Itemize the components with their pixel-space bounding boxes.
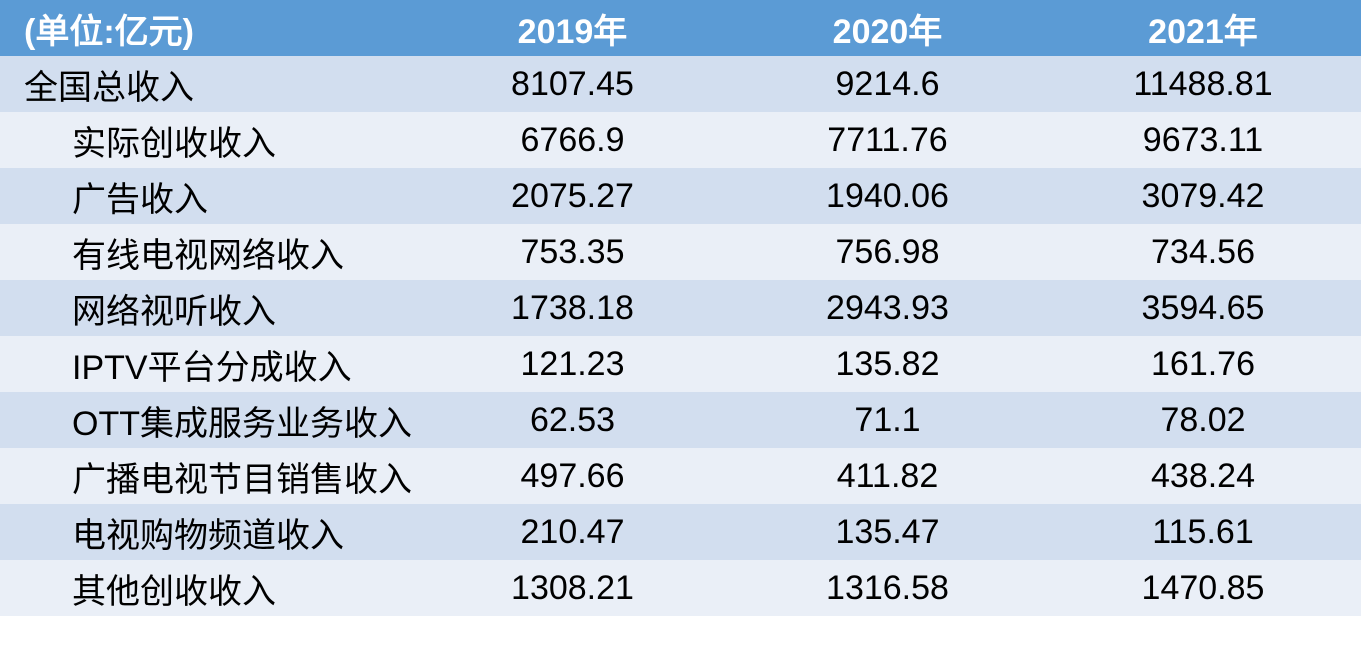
row-value: 71.1 bbox=[730, 392, 1045, 448]
row-value: 1316.58 bbox=[730, 560, 1045, 616]
row-value: 1470.85 bbox=[1045, 560, 1361, 616]
row-value: 115.61 bbox=[1045, 504, 1361, 560]
header-year-2019: 2019年 bbox=[415, 0, 730, 56]
row-value: 438.24 bbox=[1045, 448, 1361, 504]
table-row: 有线电视网络收入753.35756.98734.56 bbox=[0, 224, 1361, 280]
row-value: 8107.45 bbox=[415, 56, 730, 112]
table-row: IPTV平台分成收入121.23135.82161.76 bbox=[0, 336, 1361, 392]
row-value: 497.66 bbox=[415, 448, 730, 504]
revenue-table: (单位:亿元) 2019年 2020年 2021年 全国总收入8107.4592… bbox=[0, 0, 1361, 616]
row-value: 78.02 bbox=[1045, 392, 1361, 448]
row-value: 11488.81 bbox=[1045, 56, 1361, 112]
table-header-row: (单位:亿元) 2019年 2020年 2021年 bbox=[0, 0, 1361, 56]
table-body: 全国总收入8107.459214.611488.81实际创收收入6766.977… bbox=[0, 56, 1361, 616]
row-value: 7711.76 bbox=[730, 112, 1045, 168]
row-label: IPTV平台分成收入 bbox=[0, 336, 415, 392]
row-value: 9673.11 bbox=[1045, 112, 1361, 168]
row-value: 9214.6 bbox=[730, 56, 1045, 112]
row-value: 6766.9 bbox=[415, 112, 730, 168]
row-value: 734.56 bbox=[1045, 224, 1361, 280]
row-label: 广播电视节目销售收入 bbox=[0, 448, 415, 504]
row-value: 2943.93 bbox=[730, 280, 1045, 336]
row-value: 161.76 bbox=[1045, 336, 1361, 392]
table-row: 全国总收入8107.459214.611488.81 bbox=[0, 56, 1361, 112]
row-value: 121.23 bbox=[415, 336, 730, 392]
row-label: 有线电视网络收入 bbox=[0, 224, 415, 280]
row-label: OTT集成服务业务收入 bbox=[0, 392, 415, 448]
header-year-2020: 2020年 bbox=[730, 0, 1045, 56]
row-value: 2075.27 bbox=[415, 168, 730, 224]
row-label: 网络视听收入 bbox=[0, 280, 415, 336]
row-value: 1738.18 bbox=[415, 280, 730, 336]
header-year-2021: 2021年 bbox=[1045, 0, 1361, 56]
row-value: 135.82 bbox=[730, 336, 1045, 392]
row-value: 62.53 bbox=[415, 392, 730, 448]
row-value: 135.47 bbox=[730, 504, 1045, 560]
row-label: 全国总收入 bbox=[0, 56, 415, 112]
table-row: 广播电视节目销售收入497.66411.82438.24 bbox=[0, 448, 1361, 504]
header-unit: (单位:亿元) bbox=[0, 0, 415, 56]
row-label: 电视购物频道收入 bbox=[0, 504, 415, 560]
row-value: 3594.65 bbox=[1045, 280, 1361, 336]
table-row: 电视购物频道收入210.47135.47115.61 bbox=[0, 504, 1361, 560]
row-value: 210.47 bbox=[415, 504, 730, 560]
row-value: 1308.21 bbox=[415, 560, 730, 616]
row-value: 411.82 bbox=[730, 448, 1045, 504]
table-row: 网络视听收入1738.182943.933594.65 bbox=[0, 280, 1361, 336]
table-row: 广告收入2075.271940.063079.42 bbox=[0, 168, 1361, 224]
table-row: 实际创收收入6766.97711.769673.11 bbox=[0, 112, 1361, 168]
row-label: 实际创收收入 bbox=[0, 112, 415, 168]
row-label: 其他创收收入 bbox=[0, 560, 415, 616]
row-value: 1940.06 bbox=[730, 168, 1045, 224]
row-label: 广告收入 bbox=[0, 168, 415, 224]
table-row: OTT集成服务业务收入62.5371.178.02 bbox=[0, 392, 1361, 448]
row-value: 753.35 bbox=[415, 224, 730, 280]
row-value: 756.98 bbox=[730, 224, 1045, 280]
table-row: 其他创收收入1308.211316.581470.85 bbox=[0, 560, 1361, 616]
row-value: 3079.42 bbox=[1045, 168, 1361, 224]
